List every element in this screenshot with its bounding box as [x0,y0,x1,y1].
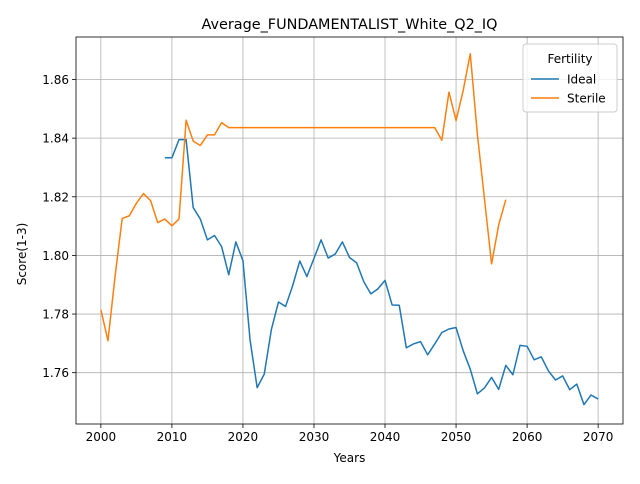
y-tick-label: 1.80 [42,249,69,263]
y-axis-ticks: 1.76 1.78 1.80 1.82 1.84 1.86 [42,73,76,380]
x-tick-label: 2030 [299,430,330,444]
legend-label-ideal: Ideal [567,73,596,87]
y-tick-label: 1.84 [42,132,69,146]
series-line-ideal [165,140,598,405]
y-tick-label: 1.86 [42,73,69,87]
x-tick-label: 2050 [441,430,472,444]
legend: Fertility Ideal Sterile [523,44,617,112]
x-tick-label: 2040 [370,430,401,444]
x-tick-label: 2010 [157,430,188,444]
y-tick-label: 1.82 [42,190,69,204]
x-tick-label: 2000 [86,430,117,444]
y-tick-label: 1.76 [42,366,69,380]
y-axis-label: Score(1-3) [15,223,29,286]
y-tick-label: 1.78 [42,308,69,322]
x-tick-label: 2060 [512,430,543,444]
series-line-sterile [101,54,506,341]
x-axis-ticks: 2000 2010 2020 2030 2040 2050 2060 2070 [86,424,614,444]
x-tick-label: 2020 [228,430,259,444]
x-tick-label: 2070 [583,430,614,444]
chart-title: Average_FUNDAMENTALIST_White_Q2_IQ [202,17,498,33]
legend-title: Fertility [547,52,592,66]
legend-label-sterile: Sterile [567,92,606,106]
x-axis-label: Years [333,451,366,465]
